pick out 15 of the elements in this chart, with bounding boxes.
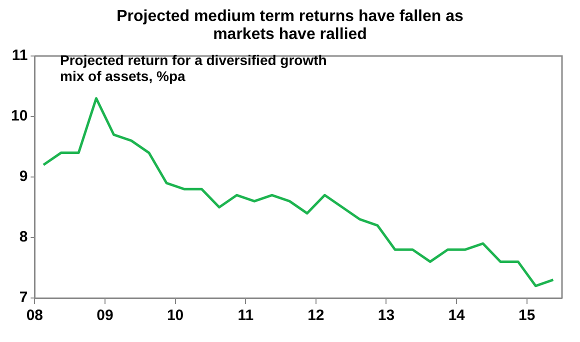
- x-tick-label: 15: [518, 307, 536, 324]
- x-tick-label: 09: [96, 307, 114, 324]
- x-tick-label: 13: [378, 307, 395, 324]
- x-tick-label: 10: [166, 307, 184, 324]
- y-tick-label: 7: [19, 289, 28, 306]
- x-tick-label: 14: [448, 307, 466, 324]
- x-tick-label: 08: [26, 307, 44, 324]
- x-tick-label: 11: [238, 307, 254, 324]
- chart-title: Projected medium term returns have fallen as markets have rallied: [116, 8, 464, 44]
- y-tick-label: 10: [10, 108, 28, 125]
- y-tick-label: 9: [19, 168, 28, 186]
- annotation: Projected return for a diversified growth mix of assets, %pa: [60, 52, 328, 84]
- y-tick-label: 11: [12, 47, 28, 64]
- x-tick-label: 12: [308, 307, 324, 324]
- y-tick-label: 8: [19, 228, 28, 246]
